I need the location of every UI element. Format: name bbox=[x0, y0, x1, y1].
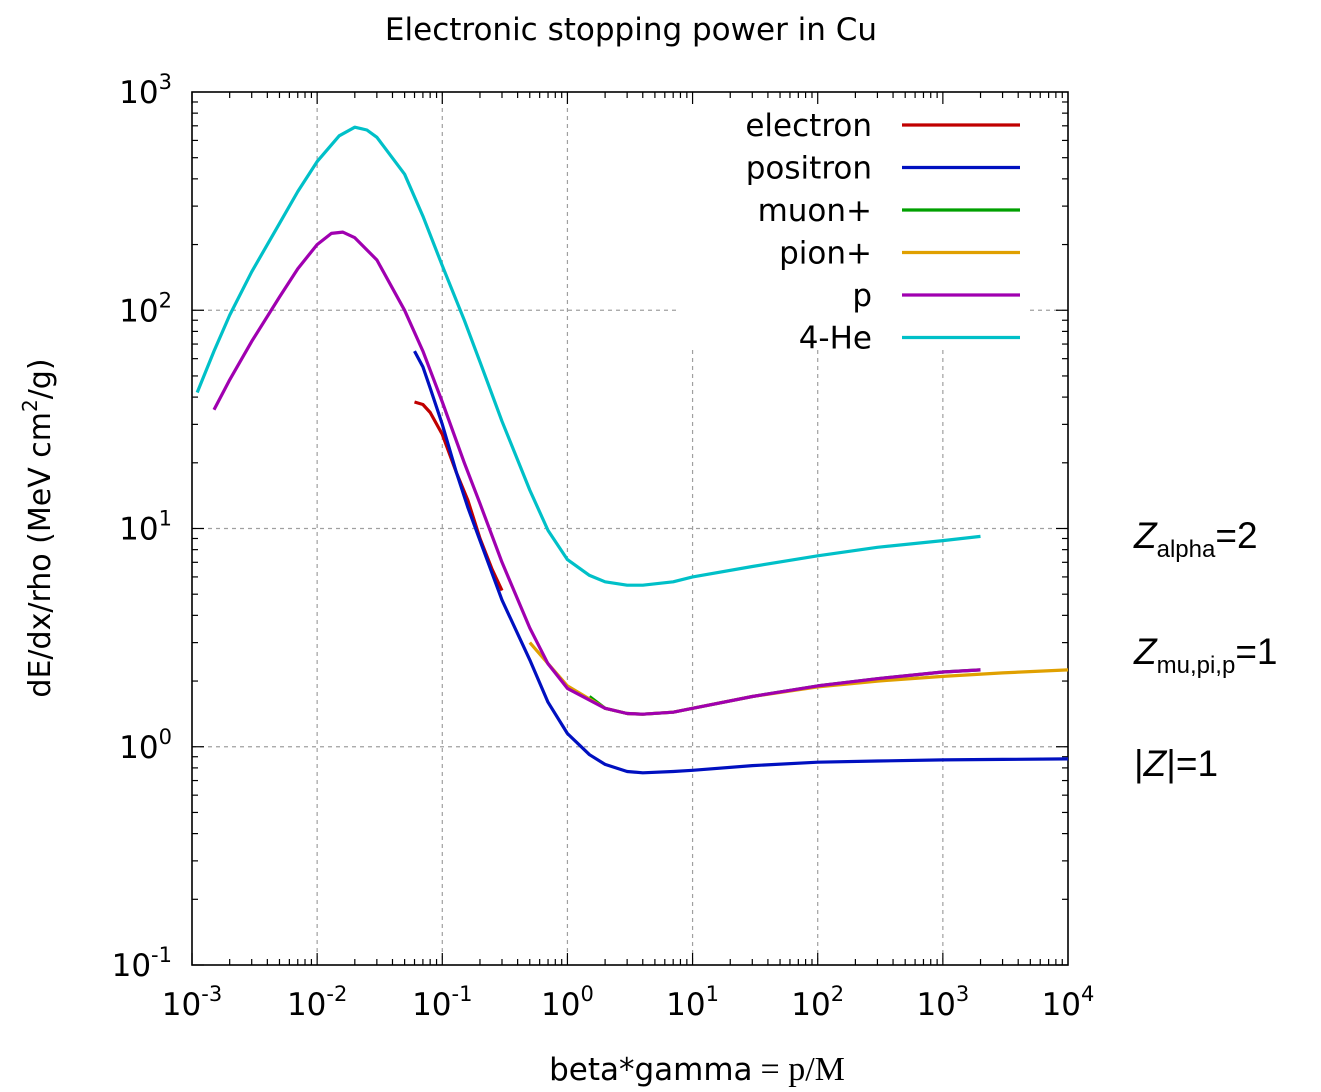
y-tick-label: 101 bbox=[119, 507, 172, 548]
legend-label: electron bbox=[745, 108, 872, 144]
legend-label: pion+ bbox=[779, 236, 872, 272]
charge-annotation: |Z|=1 bbox=[1134, 743, 1218, 784]
x-tick-label: 104 bbox=[1042, 982, 1095, 1023]
x-tick-labels: 10-3 10-2 10-1 100 101 102 103 104 bbox=[162, 982, 1095, 1023]
x-tick-label: 103 bbox=[916, 982, 969, 1023]
y-axis-label-end: /g) bbox=[23, 358, 58, 399]
charge-annotation: Zalpha=2 bbox=[1133, 515, 1258, 563]
x-axis-label-equation: = p/M bbox=[761, 1051, 845, 1088]
y-axis-label-main: dE/dx/rho (MeV cm bbox=[23, 412, 58, 698]
y-tick-labels: 10-1 100 101 102 103 bbox=[112, 70, 172, 984]
x-tick-label: 100 bbox=[541, 982, 594, 1023]
y-axis-label-sup: 2 bbox=[18, 399, 42, 412]
minor-ticks bbox=[191, 92, 1068, 966]
x-tick-label: 102 bbox=[791, 982, 844, 1023]
x-tick-label: 101 bbox=[666, 982, 719, 1023]
legend-label: muon+ bbox=[758, 193, 872, 229]
charge-annotation: Zmu,pi,p=1 bbox=[1133, 631, 1278, 679]
legend: electron positron muon+ pion+ p 4-He bbox=[745, 108, 1020, 357]
legend-label: positron bbox=[746, 151, 872, 187]
series-line-p bbox=[212, 230, 981, 716]
series-line-pion- bbox=[528, 641, 1069, 716]
x-tick-label: 10-2 bbox=[287, 982, 347, 1023]
legend-label: p bbox=[852, 278, 872, 314]
charge-annotations: Zalpha=2 Zmu,pi,p=1 |Z|=1 bbox=[1133, 515, 1278, 784]
y-tick-label: 103 bbox=[119, 70, 172, 111]
series-line-4-he bbox=[195, 125, 981, 587]
y-tick-label: 102 bbox=[119, 288, 172, 329]
y-tick-label: 10-1 bbox=[112, 943, 172, 984]
series-line-positron bbox=[413, 350, 1069, 775]
series-layer bbox=[195, 125, 1069, 775]
chart-title: Electronic stopping power in Cu bbox=[385, 12, 877, 48]
y-axis-label: dE/dx/rho (MeV cm2/g) bbox=[18, 358, 58, 697]
x-axis-label: beta*gamma = p/M bbox=[549, 1051, 845, 1088]
legend-label: 4-He bbox=[799, 321, 872, 357]
grid bbox=[192, 92, 1068, 965]
x-tick-label: 10-1 bbox=[412, 982, 472, 1023]
x-axis-label-main: beta*gamma bbox=[549, 1052, 752, 1088]
y-tick-label: 100 bbox=[119, 725, 172, 766]
x-tick-label: 10-3 bbox=[162, 982, 222, 1023]
